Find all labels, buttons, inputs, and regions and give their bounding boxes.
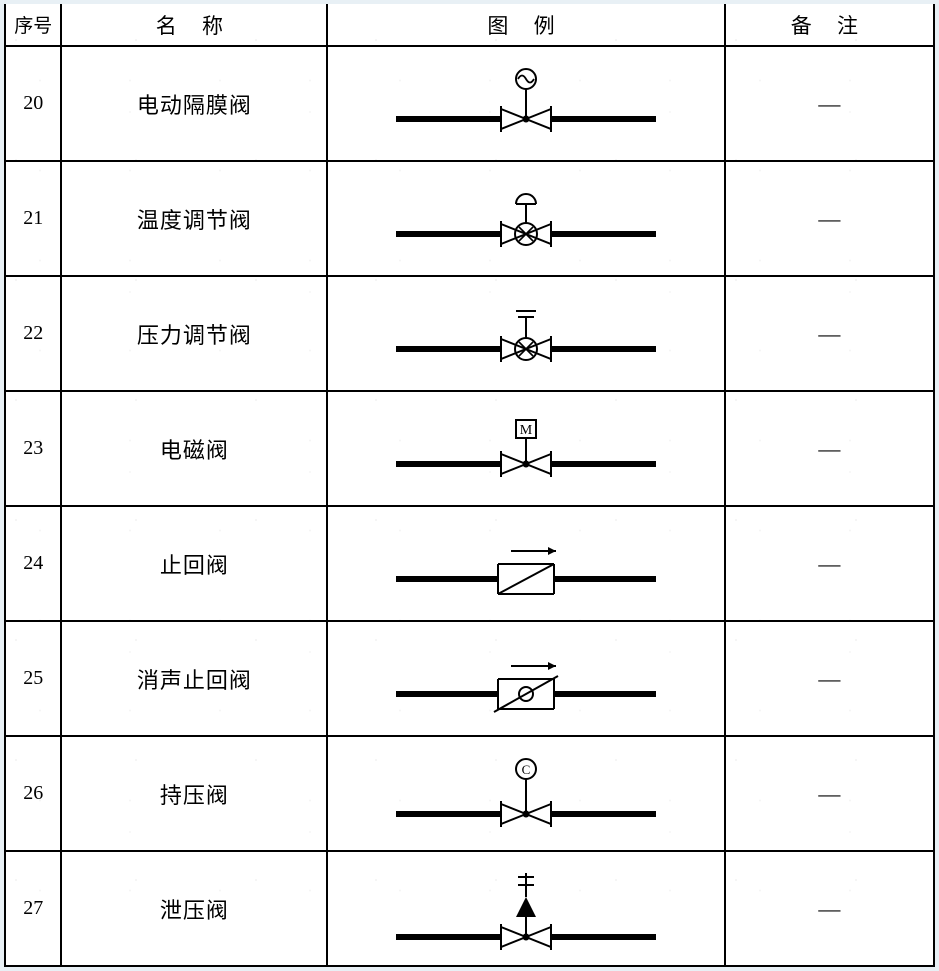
svg-text:M: M xyxy=(520,423,533,438)
cell-symbol: M xyxy=(327,391,725,506)
cell-symbol xyxy=(327,161,725,276)
cell-name: 消声止回阀 xyxy=(61,621,327,736)
cell-symbol xyxy=(327,621,725,736)
table-body: 20 电动隔膜阀 xyxy=(5,46,934,966)
silent-check-valve-icon xyxy=(376,634,676,724)
cell-symbol xyxy=(327,276,725,391)
pressure-sustaining-valve-icon: C xyxy=(376,749,676,839)
cell-seq: 26 xyxy=(5,736,61,851)
cell-name: 持压阀 xyxy=(61,736,327,851)
header-symbol: 图 例 xyxy=(327,4,725,46)
cell-symbol xyxy=(327,851,725,966)
motor-diaphragm-valve-icon xyxy=(376,59,676,149)
cell-seq: 22 xyxy=(5,276,61,391)
header-note: 备 注 xyxy=(725,4,934,46)
header-seq: 序号 xyxy=(5,4,61,46)
temperature-regulating-valve-icon xyxy=(376,174,676,264)
table-row: 20 电动隔膜阀 xyxy=(5,46,934,161)
table-row: 24 止回阀 xyxy=(5,506,934,621)
cell-name: 泄压阀 xyxy=(61,851,327,966)
cell-seq: 27 xyxy=(5,851,61,966)
header-name: 名 称 xyxy=(61,4,327,46)
document-page: 序号 名 称 图 例 备 注 20 电动隔膜阀 xyxy=(4,4,935,967)
cell-symbol: C xyxy=(327,736,725,851)
cell-symbol xyxy=(327,46,725,161)
cell-seq: 23 xyxy=(5,391,61,506)
cell-note: — xyxy=(725,621,934,736)
check-valve-icon xyxy=(376,519,676,609)
cell-note: — xyxy=(725,276,934,391)
relief-valve-icon xyxy=(376,859,676,959)
valve-symbol-table: 序号 名 称 图 例 备 注 20 电动隔膜阀 xyxy=(4,4,935,967)
table-row: 26 持压阀 C — xyxy=(5,736,934,851)
svg-text:C: C xyxy=(522,762,531,777)
cell-name: 电磁阀 xyxy=(61,391,327,506)
cell-name: 温度调节阀 xyxy=(61,161,327,276)
table-header-row: 序号 名 称 图 例 备 注 xyxy=(5,4,934,46)
cell-note: — xyxy=(725,391,934,506)
cell-note: — xyxy=(725,736,934,851)
table-row: 21 温度调节阀 xyxy=(5,161,934,276)
cell-note: — xyxy=(725,851,934,966)
cell-symbol xyxy=(327,506,725,621)
solenoid-valve-icon: M xyxy=(376,404,676,494)
table-row: 25 消声止回阀 xyxy=(5,621,934,736)
pressure-regulating-valve-icon xyxy=(376,289,676,379)
cell-note: — xyxy=(725,506,934,621)
table-row: 22 压力调节阀 xyxy=(5,276,934,391)
table-row: 23 电磁阀 M — xyxy=(5,391,934,506)
cell-seq: 21 xyxy=(5,161,61,276)
cell-note: — xyxy=(725,161,934,276)
table-row: 27 泄压阀 xyxy=(5,851,934,966)
cell-seq: 20 xyxy=(5,46,61,161)
cell-seq: 24 xyxy=(5,506,61,621)
cell-name: 电动隔膜阀 xyxy=(61,46,327,161)
cell-seq: 25 xyxy=(5,621,61,736)
cell-note: — xyxy=(725,46,934,161)
cell-name: 压力调节阀 xyxy=(61,276,327,391)
cell-name: 止回阀 xyxy=(61,506,327,621)
